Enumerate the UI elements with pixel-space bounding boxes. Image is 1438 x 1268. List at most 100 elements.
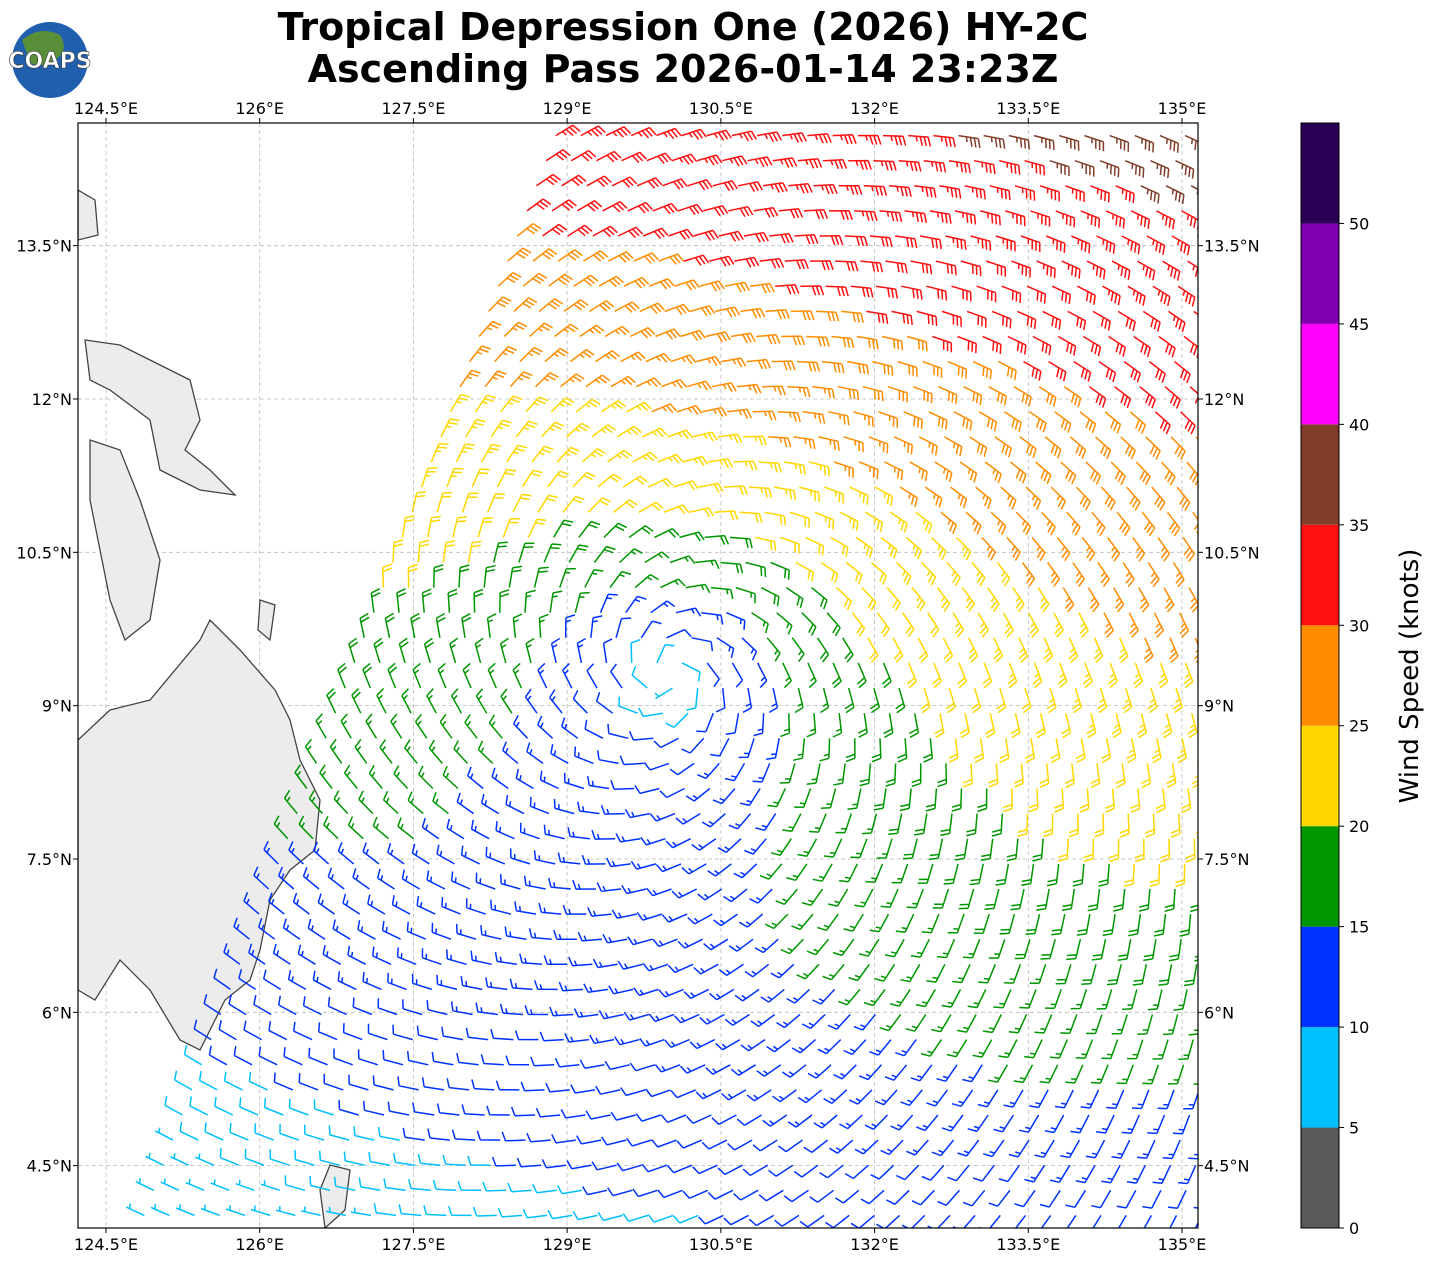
wind-barb <box>703 938 729 951</box>
wind-barb <box>664 303 691 316</box>
wind-barb <box>984 888 1000 910</box>
wind-barb <box>460 845 480 865</box>
wind-barb <box>692 1164 718 1175</box>
wind-barb <box>1049 1039 1068 1059</box>
wind-barb <box>1087 888 1101 912</box>
wind-barb <box>787 1114 813 1128</box>
wind-barb <box>721 357 747 368</box>
wind-barb <box>1096 235 1116 254</box>
wind-barb <box>283 789 298 815</box>
wind-barb <box>513 297 538 312</box>
wind-barb <box>1183 335 1198 358</box>
wind-barb <box>709 988 735 1001</box>
wind-barb <box>410 612 421 638</box>
wind-barb <box>1111 1014 1128 1035</box>
wind-barb <box>1039 1064 1059 1084</box>
wind-barb <box>1006 536 1021 561</box>
wind-barb <box>302 867 320 890</box>
wind-barb <box>1042 310 1062 330</box>
wind-barb <box>656 127 682 140</box>
wind-barb <box>509 848 531 865</box>
wind-barb <box>1083 335 1102 357</box>
wind-barb <box>885 260 908 274</box>
wind-barb <box>977 612 990 638</box>
wind-barb <box>969 436 988 457</box>
wind-barb <box>906 888 924 909</box>
wind-barb <box>786 988 811 1004</box>
wind-barb <box>904 210 928 223</box>
wind-barb <box>1066 511 1081 536</box>
wind-barb <box>744 963 770 978</box>
wind-barb <box>900 963 921 983</box>
wind-barb <box>615 617 632 639</box>
wind-barb <box>880 1139 904 1156</box>
wind-barb <box>1209 663 1218 688</box>
wind-barb <box>686 380 712 391</box>
wind-barb <box>1138 587 1150 613</box>
wind-barb <box>1210 964 1222 985</box>
wind-barb <box>728 813 752 830</box>
wind-barb <box>508 565 523 588</box>
wind-barb <box>856 662 867 689</box>
wind-barb <box>1151 738 1162 764</box>
wind-barb <box>464 714 478 739</box>
wind-barb <box>988 938 1006 959</box>
wind-barb <box>488 296 512 312</box>
wind-barb <box>370 588 381 613</box>
wind-barb <box>932 888 950 909</box>
wind-barb <box>570 1084 596 1094</box>
wind-barb <box>888 185 912 197</box>
wind-barb <box>849 486 869 505</box>
wind-barb <box>1086 713 1097 739</box>
wind-barb <box>499 589 510 613</box>
wind-barb <box>529 322 553 338</box>
wind-barb <box>935 260 957 276</box>
wind-barb <box>682 1189 709 1199</box>
wind-barb <box>797 158 823 169</box>
wind-barb <box>319 764 333 789</box>
wind-barb <box>228 994 247 1016</box>
wind-barb <box>531 445 554 463</box>
wind-barb <box>850 285 874 298</box>
wind-barb <box>1106 964 1122 986</box>
wind-barb <box>597 1211 623 1222</box>
wind-barb <box>475 688 488 714</box>
wind-barb <box>826 612 841 637</box>
wind-barb <box>816 637 830 663</box>
x-tick-label: 124.5°E <box>74 99 138 118</box>
wind-barb <box>1136 713 1148 739</box>
wind-barb <box>1017 813 1029 838</box>
x-tick-label: 129°E <box>543 99 592 118</box>
wind-barb <box>1137 1139 1156 1160</box>
wind-barb <box>1199 1115 1215 1134</box>
wind-barb <box>916 1114 939 1132</box>
wind-barb <box>672 1214 699 1224</box>
wind-barb <box>910 1064 933 1082</box>
wind-barb <box>1066 1214 1077 1228</box>
wind-barb <box>258 1046 278 1066</box>
wind-barb <box>1000 486 1017 510</box>
wind-barb <box>1078 612 1089 638</box>
wind-barb <box>831 662 842 689</box>
wind-barb <box>781 1064 807 1078</box>
wind-barb <box>1115 763 1126 789</box>
wind-barb <box>988 386 1008 406</box>
wind-barb <box>1080 1089 1100 1109</box>
wind-barb <box>1177 285 1196 307</box>
wind-barb <box>421 588 432 613</box>
wind-barb <box>952 612 965 638</box>
wind-barb <box>670 1089 696 1099</box>
wind-barb <box>451 1129 476 1141</box>
wind-barb <box>135 1178 155 1191</box>
wind-barb <box>1143 939 1157 962</box>
wind-barb <box>774 486 797 501</box>
wind-barb <box>173 1070 193 1091</box>
wind-barb <box>1065 185 1085 203</box>
wind-barb <box>958 134 981 149</box>
wind-barb <box>1157 536 1171 562</box>
wind-barb <box>967 1114 989 1133</box>
wind-barb <box>480 925 502 940</box>
wind-barb <box>572 1210 598 1221</box>
wind-barb <box>701 813 726 828</box>
wind-barb <box>542 223 568 237</box>
